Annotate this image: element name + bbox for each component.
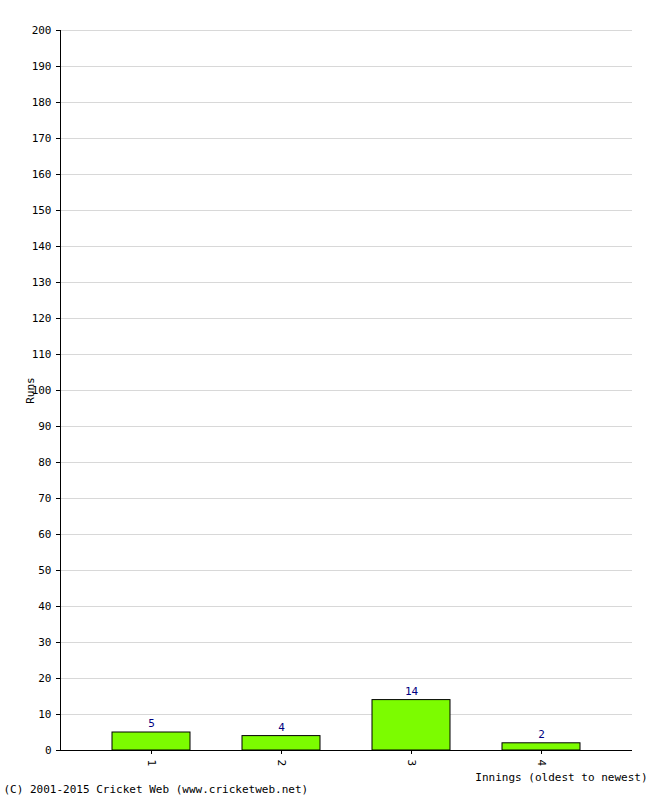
svg-text:4: 4 xyxy=(278,721,285,734)
svg-text:2: 2 xyxy=(538,728,545,741)
svg-text:1: 1 xyxy=(145,760,158,767)
svg-text:70: 70 xyxy=(38,492,51,505)
svg-text:170: 170 xyxy=(32,132,52,145)
svg-text:40: 40 xyxy=(38,600,51,613)
svg-text:60: 60 xyxy=(38,528,51,541)
svg-text:180: 180 xyxy=(32,96,52,109)
svg-text:130: 130 xyxy=(32,276,52,289)
svg-text:4: 4 xyxy=(535,760,548,767)
svg-text:3: 3 xyxy=(405,760,418,767)
svg-text:160: 160 xyxy=(32,168,52,181)
svg-text:100: 100 xyxy=(31,384,52,397)
svg-text:140: 140 xyxy=(32,240,52,253)
svg-text:2: 2 xyxy=(275,760,288,767)
svg-text:190: 190 xyxy=(32,60,52,73)
svg-text:14: 14 xyxy=(405,685,419,698)
svg-text:80: 80 xyxy=(38,456,51,469)
svg-text:110: 110 xyxy=(32,348,52,361)
svg-text:0: 0 xyxy=(45,744,52,757)
svg-text:5: 5 xyxy=(148,717,155,730)
svg-text:90: 90 xyxy=(38,420,51,433)
svg-text:(C) 2001-2015 Cricket Web (www: (C) 2001-2015 Cricket Web (www.cricketwe… xyxy=(4,783,309,796)
svg-text:Runs: Runs xyxy=(24,377,37,404)
svg-text:30: 30 xyxy=(38,636,51,649)
svg-text:50: 50 xyxy=(38,564,51,577)
svg-text:120: 120 xyxy=(32,312,52,325)
svg-text:150: 150 xyxy=(32,204,52,217)
svg-text:200: 200 xyxy=(32,24,52,37)
svg-text:20: 20 xyxy=(38,672,51,685)
svg-text:10: 10 xyxy=(38,708,51,721)
svg-text:Innings (oldest to newest): Innings (oldest to newest) xyxy=(475,771,647,784)
